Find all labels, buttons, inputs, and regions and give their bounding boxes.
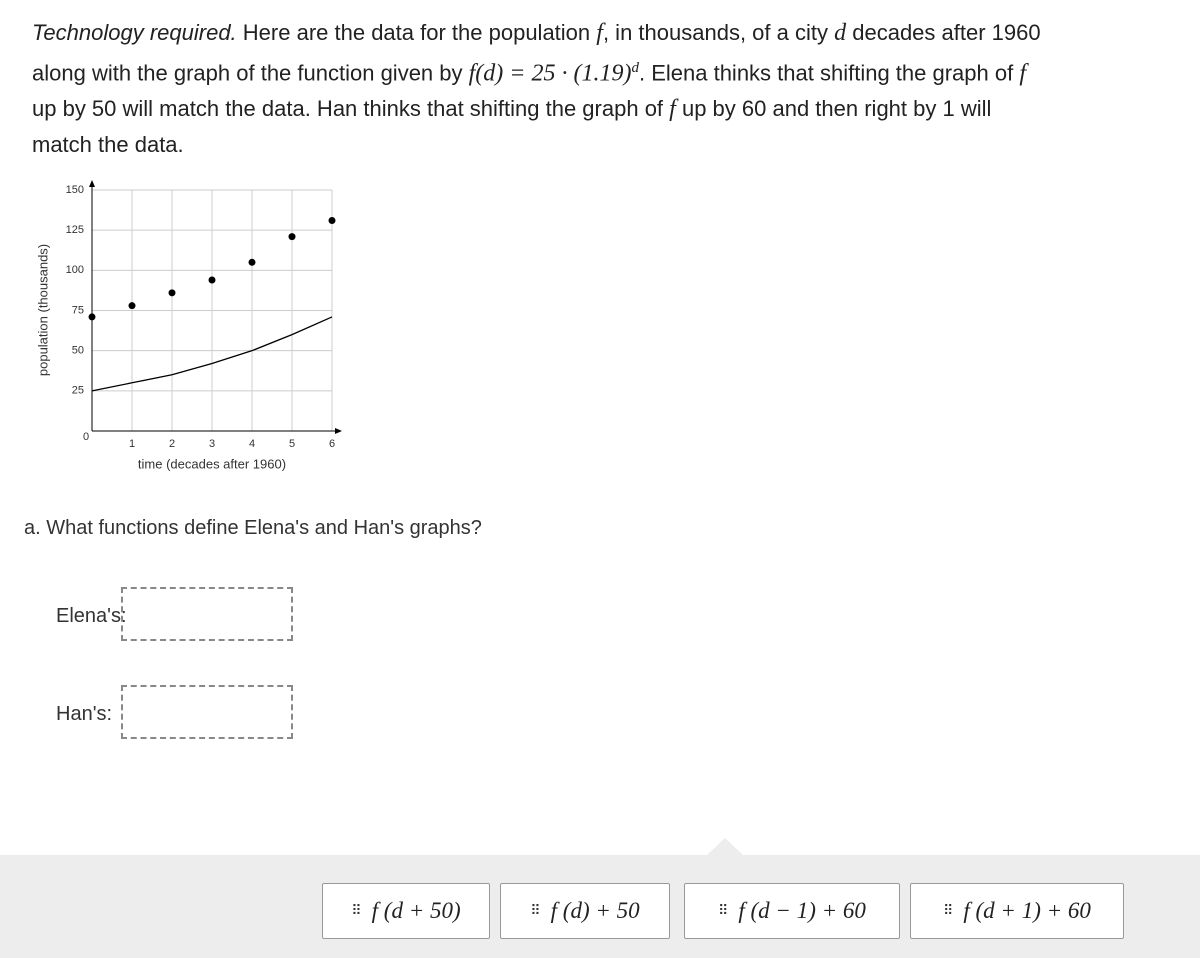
choice-text: f (d + 1) + 60 (963, 898, 1091, 923)
y-tick-label: 25 (72, 385, 84, 397)
choice[interactable]: ⠿ f (d) + 50 (500, 883, 670, 939)
text: , in thousands, of a city (602, 20, 828, 45)
math: f (596, 20, 603, 46)
data-point (328, 217, 336, 225)
data-point (88, 313, 96, 321)
choice-text: f (d) + 50 (550, 898, 640, 923)
choice-text: f (d − 1) + 60 (738, 898, 866, 923)
data-point (288, 233, 296, 241)
data-point (248, 258, 256, 266)
text: . Elena thinks that shifting the graph o… (638, 60, 1014, 86)
prompt: a. What functions define Elena's and Han… (24, 517, 482, 539)
choice-text: f (d + 50) (371, 898, 461, 923)
x-tick-label: 4 (249, 438, 255, 450)
math: f (1019, 60, 1027, 87)
x-tick-label: 5 (289, 438, 295, 450)
data-point (168, 289, 176, 297)
text: decades after 1960 along with the graph … (32, 20, 1041, 86)
choice[interactable]: ⠿ f (d + 1) + 60 (910, 883, 1124, 939)
y-tick-label: 100 (66, 264, 84, 276)
chart: time (decades after 1960) population (th… (35, 180, 342, 471)
x-tick-label: 0 (83, 431, 89, 443)
y-tick-label: 50 (72, 345, 84, 357)
question: Technology required. Here are the data f… (32, 15, 1042, 162)
y-tick-label: 125 (66, 224, 84, 236)
text: up by 60 and then right by 1 will match … (32, 96, 992, 158)
drop-zone[interactable] (121, 587, 293, 641)
y-tick-label: 75 (72, 304, 84, 316)
choice[interactable]: ⠿ f (d + 50) (322, 883, 490, 939)
math: f (669, 96, 676, 123)
drop-zone[interactable] (121, 685, 293, 739)
lead: Technology required. (32, 20, 237, 45)
tray-notch (707, 838, 743, 855)
x-tick-label: 3 (209, 438, 215, 450)
data-point (208, 276, 216, 284)
arrow (89, 180, 95, 187)
text: up by 50 will match the data. Han thinks… (32, 96, 664, 122)
blank-label: Elena's: (56, 605, 127, 627)
data-point (128, 302, 136, 310)
function-curve (91, 316, 333, 392)
math: d (834, 20, 847, 46)
x-axis-title: time (decades after 1960) (138, 456, 286, 471)
math: d (631, 60, 639, 76)
text: Here are the data for the population (242, 20, 591, 45)
x-tick-label: 1 (129, 438, 135, 450)
blank-label: Han's: (56, 703, 113, 725)
y-axis-title: population (thousands) (35, 244, 50, 376)
math: f(d) = 25 · (1.19) (468, 60, 632, 87)
choice[interactable]: ⠿ f (d − 1) + 60 (684, 883, 900, 939)
x-tick-label: 6 (329, 438, 335, 450)
arrow (335, 428, 342, 434)
x-tick-label: 2 (169, 438, 175, 450)
y-tick-label: 150 (66, 184, 84, 196)
